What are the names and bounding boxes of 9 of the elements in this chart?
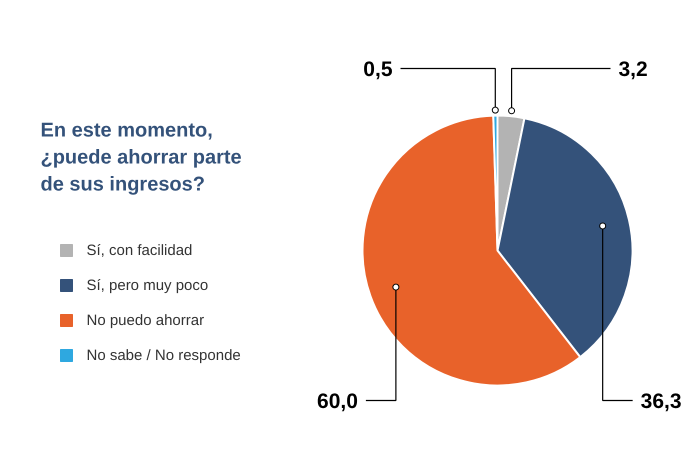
data-label: 60,0	[317, 390, 358, 413]
legend-label: No sabe / No responde	[86, 347, 241, 364]
text: En este momento, ¿puede ahorrar parte de sus ingresos?	[40, 120, 242, 196]
legend-label: No puedo ahorrar	[86, 312, 204, 329]
data-label: 0,5	[363, 58, 393, 81]
legend-label: Sí, pero muy poco	[86, 277, 208, 294]
data-label: 36,3	[640, 390, 682, 413]
data-label: 3,2	[618, 58, 648, 81]
legend-label: Sí, con facilidad	[86, 242, 192, 259]
